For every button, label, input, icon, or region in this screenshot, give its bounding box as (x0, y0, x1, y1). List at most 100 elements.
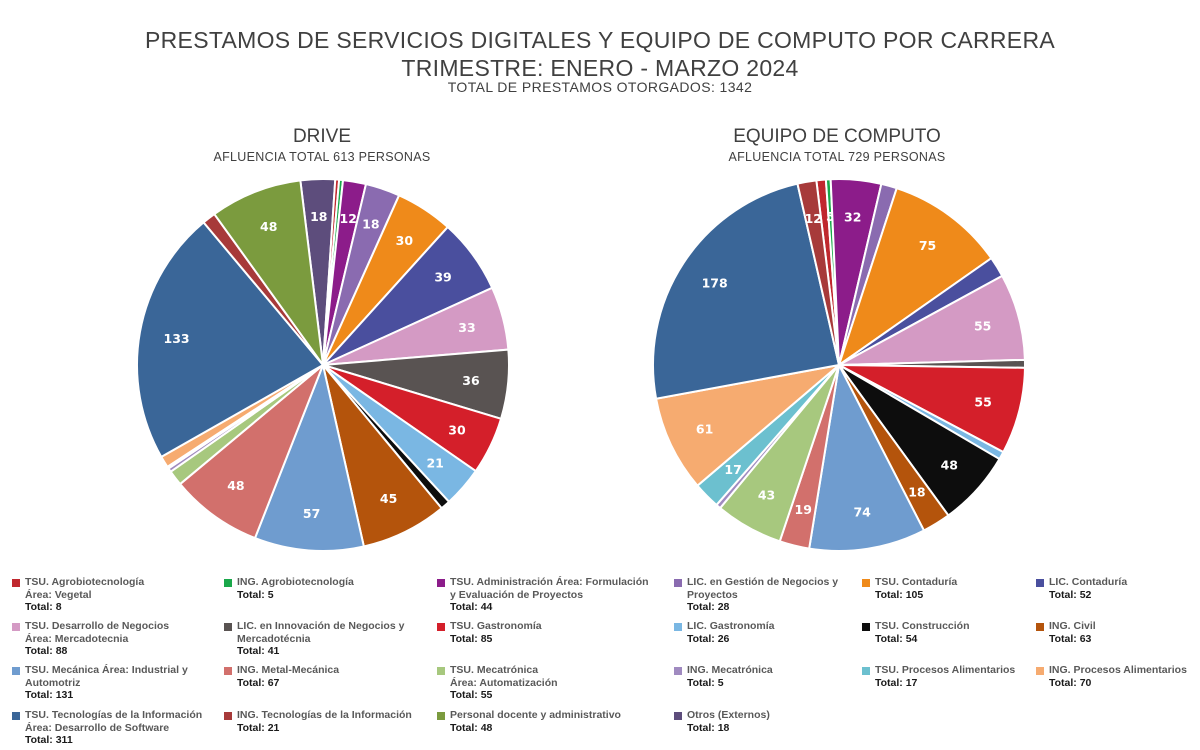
legend-label: Personal docente y administrativo (450, 709, 621, 721)
legend-swatch (12, 712, 20, 720)
legend-total: Total: 8 (25, 601, 62, 613)
legend-total: Total: 54 (875, 632, 918, 645)
legend-label: TSU. Gastronomía (450, 620, 542, 632)
legend-swatch (862, 579, 870, 587)
legend-swatch (674, 667, 682, 675)
drive-data-label: 21 (426, 455, 443, 470)
legend-label: LIC. Gastronomía (687, 620, 775, 632)
legend-item: TSU. Tecnologías de la Información Área:… (12, 709, 202, 747)
main-subtitle: TRIMESTRE: ENERO - MARZO 2024 (401, 55, 799, 81)
legend-label: ING. Civil (1049, 620, 1096, 632)
legend-text: LIC. Gastronomía Total: 26 (687, 620, 775, 645)
drive-data-label: 45 (380, 491, 397, 506)
legend-label: LIC. Contaduría (1049, 576, 1128, 588)
drive-title: DRIVE (292, 126, 352, 147)
legend-total: Total: 18 (687, 721, 730, 734)
legend-text: ING. Mecatrónica Total: 5 (687, 664, 773, 689)
legend-label: TSU. Construcción (875, 620, 970, 632)
legend-item: TSU. Agrobiotecnología Área: Vegetal Tota… (12, 576, 144, 614)
drive-data-label: 36 (462, 373, 480, 388)
legend-item: LIC. Gastronomía Total: 26 (674, 620, 775, 645)
equipo-title: EQUIPO DE COMPUTO (733, 126, 941, 147)
legend-swatch (674, 579, 682, 587)
legend-item: LIC. Contaduría Total: 52 (1036, 576, 1127, 601)
legend-text: LIC. en Innovación de Negocios y Mercado… (237, 620, 404, 658)
legend-swatch (437, 667, 445, 675)
drive-data-label: 33 (458, 320, 475, 335)
equipo-slice-tsu-mecanica-area-industrial-y-automotriz (808, 361, 926, 552)
legend-text: TSU. Construcción Total: 54 (875, 620, 970, 645)
equipo-data-label: 75 (919, 238, 936, 253)
legend-total: Total: 26 (687, 632, 730, 645)
legend-swatch (224, 579, 232, 587)
legend-swatch (224, 623, 232, 631)
legend-text: TSU. Gastronomía Total: 85 (450, 620, 542, 645)
legend-total: Total: 55 (450, 689, 493, 701)
legend-swatch (224, 712, 232, 720)
equipo-data-label: 5 (826, 209, 835, 224)
legend-text: LIC. Contaduría Total: 52 (1049, 576, 1127, 601)
legend-text: TSU. Mecánica Área: Industrial y Automot… (25, 664, 188, 702)
legend-swatch (1036, 667, 1044, 675)
legend-total: Total: 17 (875, 676, 918, 689)
legend-text: LIC. en Gestión de Negocios y Proyectos T… (687, 576, 838, 614)
legend-swatch (437, 623, 445, 631)
drive-slice-personal-docente-y-administrativo (212, 179, 324, 366)
legend-text: TSU. Procesos Alimentarios Total: 17 (875, 664, 1015, 689)
legend-text: TSU. Contaduría Total: 105 (875, 576, 957, 601)
legend-swatch (1036, 579, 1044, 587)
equipo-data-label: 48 (941, 457, 958, 472)
drive-slice-tsu-tecnologias-de-la-informacion-area-desarrollo-de-software (136, 220, 325, 459)
drive-data-label: 48 (260, 219, 277, 234)
legend-total: Total: 21 (237, 721, 280, 734)
drive-pie-chart: 18 12 18 30 39 33 36 30 21 45 57 48 133 48 (136, 178, 510, 552)
legend-item: TSU. Mecatrónica Área: Automatización Tot… (437, 664, 558, 702)
legend-label: ING. Agrobiotecnología (237, 576, 354, 588)
legend-label: TSU. Desarrollo de Negocios Área: Mercad… (25, 620, 170, 645)
legend-item: ING. Civil Total: 63 (1036, 620, 1096, 645)
drive-data-label: 57 (303, 506, 320, 521)
legend-item: TSU. Construcción Total: 54 (862, 620, 970, 645)
legend-total: Total: 85 (450, 632, 493, 645)
legend-total: Total: 5 (237, 588, 274, 601)
drive-data-label: 30 (448, 422, 466, 437)
legend-item: TSU. Contaduría Total: 105 (862, 576, 957, 601)
main-title: PRESTAMOS DE SERVICIOS DIGITALES Y EQUIP… (145, 27, 1055, 53)
equipo-data-label: 12 (805, 211, 822, 226)
legend-item: TSU. Procesos Alimentarios Total: 17 (862, 664, 1015, 689)
legend-total: Total: 67 (237, 676, 280, 689)
equipo-data-label: 18 (908, 484, 925, 499)
legend-text: Otros (Externos) Total: 18 (687, 709, 770, 734)
legend-total: Total: 48 (450, 721, 493, 734)
legend-swatch (12, 667, 20, 675)
equipo-data-label: 17 (724, 462, 741, 477)
legend-swatch (224, 667, 232, 675)
legend-item: ING. Metal-Mecánica Total: 67 (224, 664, 339, 689)
legend-item: Otros (Externos) Total: 18 (674, 709, 770, 734)
legend-item: TSU. Mecánica Área: Industrial y Automot… (12, 664, 188, 702)
legend-text: ING. Tecnologías de la Información Total:… (237, 709, 412, 734)
legend-total: Total: 28 (687, 601, 730, 613)
equipo-pie-chart: 5 32 75 55 55 48 18 74 19 43 17 61 178 12 (652, 178, 1026, 552)
equipo-slice-tsu-tecnologias-de-la-informacion-area-desarrollo-de-software (652, 182, 841, 400)
legend-item: TSU. Desarrollo de Negocios Área: Mercad… (12, 620, 169, 658)
legend-swatch (674, 623, 682, 631)
legend-text: TSU. Agrobiotecnología Área: Vegetal Tota… (25, 576, 144, 614)
legend-total: Total: 88 (25, 645, 68, 657)
legend-text: TSU. Administración Área: Formulación y … (450, 576, 649, 614)
drive-data-label: 18 (310, 209, 327, 224)
legend-total: Total: 311 (25, 734, 73, 746)
legend-swatch (1036, 623, 1044, 631)
legend-text: ING. Metal-Mecánica Total: 67 (237, 664, 339, 689)
legend-swatch (437, 579, 445, 587)
legend-text: TSU. Desarrollo de Negocios Área: Mercad… (25, 620, 169, 658)
legend-swatch (12, 579, 20, 587)
equipo-data-label: 74 (853, 504, 871, 519)
legend-text: TSU. Mecatrónica Área: Automatización Tot… (450, 664, 558, 702)
total-loans: TOTAL DE PRESTAMOS OTORGADOS: 1342 (447, 79, 753, 95)
drive-subtitle: AFLUENCIA TOTAL 613 PERSONAS (213, 150, 431, 164)
equipo-data-label: 178 (702, 276, 728, 291)
legend-text: ING. Agrobiotecnología Total: 5 (237, 576, 354, 601)
drive-data-label: 39 (434, 270, 451, 285)
equipo-chart-title: EQUIPO DE COMPUTO AFLUENCIA TOTAL 729 PE… (637, 126, 1037, 164)
